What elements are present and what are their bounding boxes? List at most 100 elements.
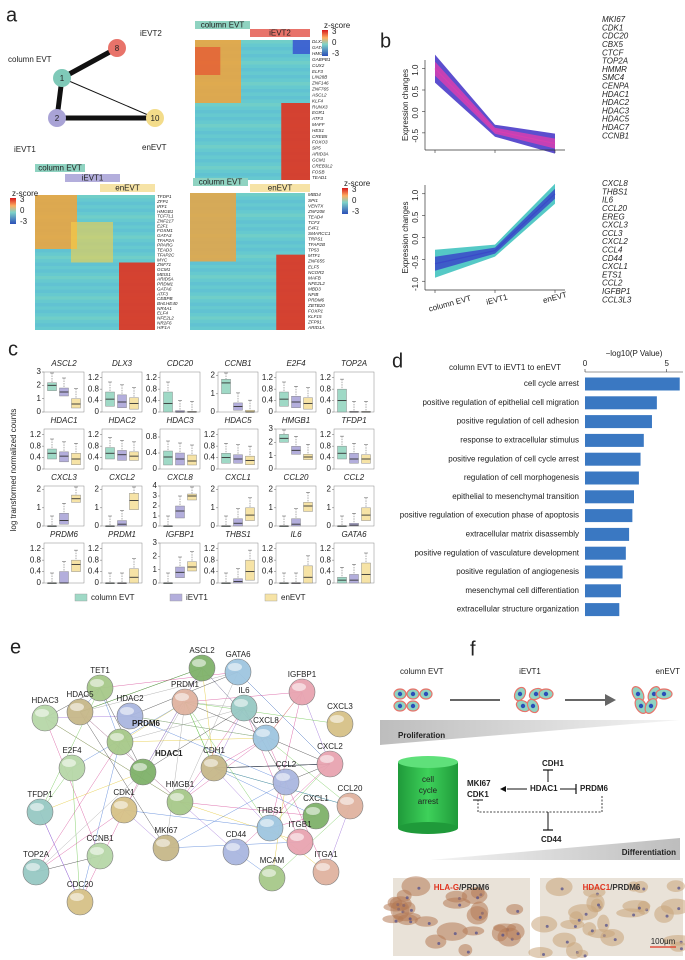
node-highlight bbox=[204, 759, 218, 767]
gene-node bbox=[336, 792, 364, 820]
y-tick-label: 0 bbox=[211, 464, 216, 473]
heatmap-row bbox=[190, 193, 305, 197]
stain bbox=[437, 942, 441, 946]
heatmap-row bbox=[190, 268, 305, 272]
tissue bbox=[466, 906, 488, 925]
box bbox=[187, 493, 197, 501]
y-tick-label: 0 bbox=[95, 578, 100, 587]
y-tick-label: 0 bbox=[269, 407, 274, 416]
axis-label: Expression changes bbox=[401, 201, 410, 273]
network-edge bbox=[60, 45, 119, 81]
box bbox=[349, 523, 359, 527]
stain bbox=[545, 924, 549, 928]
nucleus bbox=[397, 703, 403, 709]
group-bar bbox=[195, 21, 250, 29]
node-highlight bbox=[30, 803, 44, 811]
nucleus bbox=[397, 691, 403, 697]
gene-label: GCM1 bbox=[312, 157, 326, 162]
gene-title: HDAC3 bbox=[166, 416, 194, 425]
gene-label: NFE2L2 bbox=[308, 281, 325, 286]
network-edge bbox=[184, 701, 271, 829]
y-tick-label: 0 bbox=[153, 521, 158, 530]
scale-label: 100μm bbox=[651, 937, 676, 946]
box bbox=[59, 571, 69, 584]
legend-title: z-score bbox=[12, 189, 39, 198]
gene-label: TEAD3 bbox=[157, 248, 172, 253]
network-edge bbox=[129, 715, 287, 783]
tissue bbox=[622, 900, 651, 913]
gene-label: ZNF655 bbox=[307, 259, 325, 264]
gene-label: FOXO3 bbox=[312, 140, 328, 145]
box bbox=[163, 391, 173, 413]
node-label: CXCL1 bbox=[303, 794, 329, 803]
network-edge bbox=[165, 701, 186, 849]
box bbox=[175, 505, 185, 519]
node-label: HMGB1 bbox=[166, 780, 195, 789]
network-edge bbox=[119, 707, 245, 743]
network-edge bbox=[235, 763, 331, 853]
box bbox=[349, 453, 359, 464]
stain bbox=[409, 908, 413, 912]
node-highlight bbox=[320, 755, 334, 763]
heatmap-row bbox=[195, 75, 310, 79]
gene-node bbox=[272, 768, 300, 796]
plot-frame bbox=[101, 371, 143, 413]
cylinder-bottom bbox=[398, 822, 458, 834]
gene-label: HES1 bbox=[312, 128, 324, 133]
gene-node bbox=[256, 814, 284, 842]
cluster-label: iEVT2 bbox=[140, 29, 162, 38]
node-highlight bbox=[316, 863, 330, 871]
group-bar bbox=[250, 29, 310, 37]
heatmap-row bbox=[190, 234, 305, 238]
gene-label: MKI67 bbox=[467, 779, 491, 788]
stain bbox=[394, 919, 398, 923]
gene-node bbox=[171, 688, 199, 716]
gene-label: TRPS1 bbox=[308, 237, 323, 242]
gene-title: HDAC1 bbox=[50, 416, 77, 425]
gene-node bbox=[66, 698, 94, 726]
gene-label: CDK1 bbox=[602, 23, 623, 32]
y-tick-label: 1 bbox=[269, 451, 274, 460]
network-edge bbox=[79, 667, 203, 713]
bar bbox=[585, 490, 634, 504]
network-edge bbox=[79, 771, 144, 903]
tissue bbox=[575, 949, 589, 959]
gene-label: MBD3 bbox=[308, 286, 321, 291]
heatmap-row bbox=[190, 309, 305, 313]
box bbox=[291, 518, 301, 527]
gene-title: TOP2A bbox=[341, 359, 367, 368]
gene-node bbox=[106, 728, 134, 756]
group-label: enEVT bbox=[115, 184, 140, 193]
node-label: TOP2A bbox=[23, 850, 50, 859]
gene-label: GABPB1 bbox=[312, 57, 331, 62]
gene-label: HDAC7 bbox=[602, 123, 630, 132]
category-label: epithelial to mesenchymal transition bbox=[452, 492, 579, 501]
y-tick-label: 1 bbox=[95, 503, 100, 512]
expression-band bbox=[435, 188, 555, 271]
y-tick-label: 1 bbox=[153, 565, 158, 574]
heatmap-row bbox=[35, 215, 155, 219]
y-tick-label: 0 bbox=[37, 578, 42, 587]
gene-label: CBX5 bbox=[602, 40, 623, 49]
plot-frame bbox=[333, 428, 375, 470]
tissue bbox=[425, 934, 447, 949]
y-tick-label: 3 bbox=[269, 424, 274, 433]
node-label: 10 bbox=[151, 114, 160, 123]
node-label: CXCL8 bbox=[253, 716, 279, 725]
box bbox=[221, 453, 231, 464]
gene-label: TOP2A bbox=[602, 57, 628, 66]
node-highlight bbox=[260, 819, 274, 827]
gene-title: GATA6 bbox=[341, 530, 367, 539]
stain bbox=[583, 954, 587, 958]
heatmap-row bbox=[195, 61, 310, 65]
bar bbox=[585, 584, 621, 598]
stain bbox=[665, 914, 669, 918]
gene-label: SMARCC1 bbox=[308, 231, 331, 236]
network-edge bbox=[269, 691, 303, 829]
network-edge bbox=[213, 767, 317, 817]
stain bbox=[590, 929, 594, 933]
legend-tick: -3 bbox=[20, 217, 28, 226]
heatmap-row bbox=[195, 173, 310, 177]
gene-title: HDAC5 bbox=[224, 416, 252, 425]
tissue bbox=[393, 912, 421, 922]
